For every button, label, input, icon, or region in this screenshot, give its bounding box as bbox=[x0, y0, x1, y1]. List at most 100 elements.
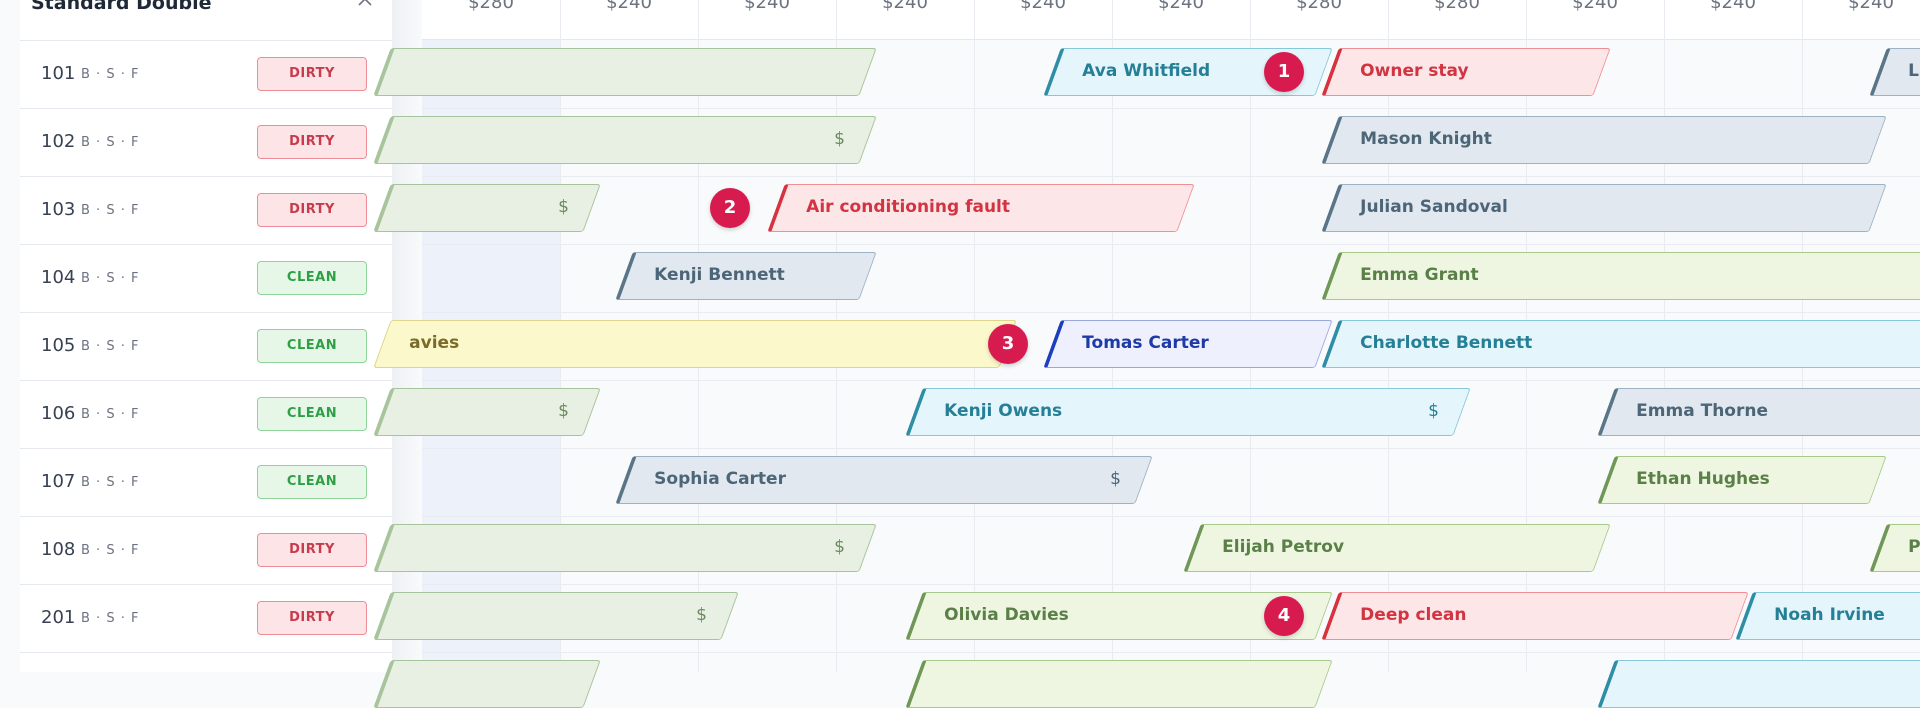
booking-bar[interactable]: $ bbox=[373, 116, 877, 164]
housekeeping-status-badge[interactable]: CLEAN bbox=[257, 261, 367, 295]
booking-bar[interactable]: Emma Thorne bbox=[1597, 388, 1920, 436]
room-bed-types: B · S · F bbox=[81, 475, 140, 490]
chevron-up-icon[interactable] bbox=[357, 0, 373, 10]
booking-bar[interactable] bbox=[905, 660, 1333, 708]
room-row[interactable]: 107 B · S · F CLEAN bbox=[20, 448, 392, 516]
maintenance-block-bar[interactable]: Air conditioning fault bbox=[767, 184, 1195, 232]
row-divider bbox=[422, 380, 1920, 381]
booking-guest-name: Lu bbox=[1908, 61, 1920, 81]
row-divider bbox=[422, 516, 1920, 517]
room-list: Standard Double 101 B · S · F DIRTY 102 … bbox=[20, 0, 393, 672]
room-row[interactable]: 102 B · S · F DIRTY bbox=[20, 108, 392, 176]
room-row[interactable] bbox=[20, 652, 392, 672]
booking-guest-name: Elijah Petrov bbox=[1222, 537, 1345, 557]
room-number: 106 bbox=[41, 403, 76, 424]
booking-guest-name: Charlotte Bennett bbox=[1360, 333, 1533, 353]
room-row[interactable]: 108 B · S · F DIRTY bbox=[20, 516, 392, 584]
housekeeping-status-badge[interactable]: CLEAN bbox=[257, 329, 367, 363]
booking-bar[interactable] bbox=[373, 660, 601, 708]
booking-bar[interactable]: $ bbox=[373, 388, 601, 436]
nightly-rate: $240 bbox=[1710, 0, 1756, 13]
booking-bar[interactable]: avies bbox=[373, 320, 1017, 368]
booking-guest-name: Emma Grant bbox=[1360, 265, 1479, 285]
date-header bbox=[422, 0, 1920, 40]
booking-bar[interactable]: Pri bbox=[1869, 524, 1920, 572]
room-bed-types: B · S · F bbox=[81, 339, 140, 354]
booking-bar-selected[interactable]: Tomas Carter bbox=[1043, 320, 1333, 368]
booking-bar[interactable]: $ bbox=[373, 592, 739, 640]
nightly-rate: $240 bbox=[1020, 0, 1066, 13]
nightly-rate: $240 bbox=[744, 0, 790, 13]
row-divider bbox=[422, 108, 1920, 109]
room-bed-types: B · S · F bbox=[81, 543, 140, 558]
booking-guest-name: Tomas Carter bbox=[1082, 333, 1209, 353]
nightly-rate: $280 bbox=[1434, 0, 1480, 13]
nightly-rate: $240 bbox=[1848, 0, 1894, 13]
payment-due-icon: $ bbox=[558, 197, 570, 217]
booking-bar[interactable]: Mason Knight bbox=[1321, 116, 1887, 164]
housekeeping-status-badge[interactable]: DIRTY bbox=[257, 533, 367, 567]
booking-guest-name: Kenji Bennett bbox=[654, 265, 785, 285]
booking-bar[interactable] bbox=[373, 48, 877, 96]
room-number: 103 bbox=[41, 199, 76, 220]
booking-bar[interactable]: Sophia Carter $ bbox=[615, 456, 1153, 504]
booking-bar[interactable]: Ethan Hughes bbox=[1597, 456, 1887, 504]
room-number: 108 bbox=[41, 539, 76, 560]
room-number: 102 bbox=[41, 131, 76, 152]
booking-bar[interactable]: Noah Irvine bbox=[1735, 592, 1920, 640]
housekeeping-status-badge[interactable]: DIRTY bbox=[257, 57, 367, 91]
nightly-rate: $240 bbox=[606, 0, 652, 13]
room-row[interactable]: 104 B · S · F CLEAN bbox=[20, 244, 392, 312]
booking-guest-name: Sophia Carter bbox=[654, 469, 786, 489]
calendar-grid: $280 $240 $240 $240 $240 $240 $280 $280 … bbox=[373, 0, 1920, 708]
room-row[interactable]: 101 B · S · F DIRTY bbox=[20, 40, 392, 108]
nightly-rate: $280 bbox=[468, 0, 514, 13]
row-divider bbox=[422, 176, 1920, 177]
nightly-rate: $240 bbox=[1158, 0, 1204, 13]
room-row[interactable]: 201 B · S · F DIRTY bbox=[20, 584, 392, 652]
nightly-rate: $240 bbox=[882, 0, 928, 13]
room-number: 201 bbox=[41, 607, 76, 628]
housekeeping-status-badge[interactable]: CLEAN bbox=[257, 397, 367, 431]
booking-bar[interactable]: Kenji Owens $ bbox=[905, 388, 1471, 436]
booking-bar[interactable]: Lu bbox=[1869, 48, 1920, 96]
booking-bar[interactable]: Kenji Bennett bbox=[615, 252, 877, 300]
booking-bar[interactable]: $ bbox=[373, 524, 877, 572]
room-number: 101 bbox=[41, 63, 76, 84]
nightly-rate: $240 bbox=[1572, 0, 1618, 13]
booking-bar[interactable]: Emma Grant bbox=[1321, 252, 1920, 300]
housekeeping-status-badge[interactable]: DIRTY bbox=[257, 601, 367, 635]
row-divider bbox=[422, 584, 1920, 585]
housekeeping-status-badge[interactable]: DIRTY bbox=[257, 193, 367, 227]
booking-guest-name: Emma Thorne bbox=[1636, 401, 1769, 421]
booking-bar[interactable] bbox=[1597, 660, 1920, 708]
booking-guest-name: Mason Knight bbox=[1360, 129, 1492, 149]
room-group-header[interactable]: Standard Double bbox=[31, 0, 381, 20]
booking-guest-name: avies bbox=[409, 333, 460, 353]
room-row[interactable]: 103 B · S · F DIRTY bbox=[20, 176, 392, 244]
room-row[interactable]: 106 B · S · F CLEAN bbox=[20, 380, 392, 448]
booking-guest-name: Ethan Hughes bbox=[1636, 469, 1770, 489]
booking-bar[interactable]: $ bbox=[373, 184, 601, 232]
housekeeping-status-badge[interactable]: CLEAN bbox=[257, 465, 367, 499]
booking-bar[interactable]: Elijah Petrov bbox=[1183, 524, 1611, 572]
maintenance-block-bar[interactable]: Owner stay bbox=[1321, 48, 1611, 96]
row-divider bbox=[422, 312, 1920, 313]
payment-due-icon: $ bbox=[558, 401, 570, 421]
room-bed-types: B · S · F bbox=[81, 67, 140, 82]
room-number: 107 bbox=[41, 471, 76, 492]
room-bed-types: B · S · F bbox=[81, 611, 140, 626]
payment-due-icon: $ bbox=[696, 605, 708, 625]
payment-due-icon: $ bbox=[1428, 401, 1440, 421]
housekeeping-status-badge[interactable]: DIRTY bbox=[257, 125, 367, 159]
room-bed-types: B · S · F bbox=[81, 135, 140, 150]
maintenance-block-bar[interactable]: Deep clean bbox=[1321, 592, 1749, 640]
room-number: 104 bbox=[41, 267, 76, 288]
nightly-rate: $280 bbox=[1296, 0, 1342, 13]
booking-bar[interactable]: Charlotte Bennett bbox=[1321, 320, 1920, 368]
step-badge: 3 bbox=[988, 324, 1028, 364]
booking-guest-name: Olivia Davies bbox=[944, 605, 1069, 625]
step-badge: 2 bbox=[710, 188, 750, 228]
booking-bar[interactable]: Julian Sandoval bbox=[1321, 184, 1887, 232]
room-row[interactable]: 105 B · S · F CLEAN bbox=[20, 312, 392, 380]
